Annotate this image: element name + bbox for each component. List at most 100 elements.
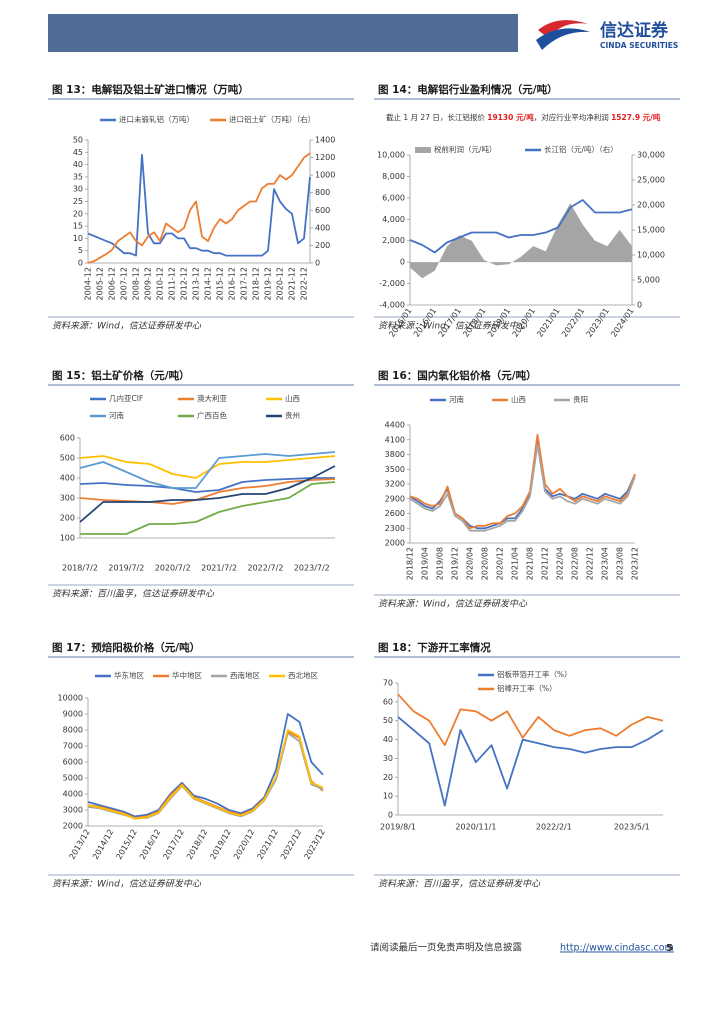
y-tick-label: 6,000 <box>382 193 405 202</box>
line <box>87 729 324 820</box>
logo-swirl-blue <box>536 28 590 50</box>
x-tick-label: 2019/8/1 <box>380 823 416 832</box>
source-note: 资料来源：Wind，信达证券研发中心 <box>378 599 528 610</box>
x-tick-label: 2023/01 <box>585 306 611 338</box>
x-tick-label: 2017-12 <box>240 267 249 300</box>
y-tick-label: 600 <box>60 434 75 443</box>
y-tick-label: 5000 <box>63 774 83 783</box>
y-tick-label: 500 <box>60 454 75 463</box>
y-tick-label: 45 <box>73 148 83 157</box>
y-tick-label: 9000 <box>63 710 83 719</box>
legend-label: 河南 <box>449 394 464 404</box>
y-tick-label: 5 <box>78 246 83 255</box>
x-tick-label: 2016-12 <box>228 267 237 300</box>
x-tick-label: 2019/12 <box>208 828 232 861</box>
legend-label: 山西 <box>511 394 526 404</box>
header-bar <box>48 14 518 52</box>
y-tick-label: 4400 <box>385 421 405 430</box>
y-tick-label: 10 <box>383 792 393 801</box>
figure-caption: 图 18：下游开工率情况 <box>378 641 491 654</box>
figure-caption: 图 15：铝土矿价格（元/吨） <box>52 369 190 382</box>
x-tick-label: 2020/7/2 <box>155 564 191 573</box>
y-tick-label: 3200 <box>385 480 405 489</box>
x-tick-label: 2019/7/2 <box>108 564 144 573</box>
logo-cn: 信达证券 <box>600 20 669 41</box>
line <box>409 443 636 532</box>
x-tick-label: 2020/12 <box>232 828 256 861</box>
x-tick-label: 2021/7/2 <box>201 564 237 573</box>
x-tick-label: 2021-12 <box>288 267 297 300</box>
y-tick-label: 10,000 <box>377 151 405 160</box>
y2-tick-label: 800 <box>315 188 330 197</box>
line <box>87 730 324 819</box>
y2-tick-label: 400 <box>315 223 330 232</box>
source-note: 资料来源：Wind，信达证券研发中心 <box>52 321 202 332</box>
y-tick-label: 60 <box>383 697 393 706</box>
figure-caption: 图 14：电解铝行业盈利情况（元/吨） <box>378 83 558 96</box>
x-tick-label: 2014-12 <box>204 267 213 300</box>
line <box>87 732 324 819</box>
legend-label: 铝板带箔开工率（%） <box>497 669 572 679</box>
line <box>409 433 636 530</box>
y-tick-label: 4,000 <box>382 215 405 224</box>
line <box>80 481 336 535</box>
x-tick-label: 2021/01 <box>535 306 561 338</box>
x-tick-label: 2022/12 <box>586 547 595 580</box>
legend-label: 山西 <box>285 393 300 403</box>
source-note: 资料来源：百川盈孚，信达证券研发中心 <box>52 589 215 600</box>
y-tick-label: 4000 <box>63 790 83 799</box>
y-tick-label: -2,000 <box>379 279 405 288</box>
line <box>87 713 324 818</box>
line <box>409 438 636 530</box>
x-tick-label: 2021/12 <box>541 547 550 580</box>
y-tick-label: 6000 <box>63 758 83 767</box>
y2-tick-label: 1200 <box>315 153 335 162</box>
x-tick-label: 2005-12 <box>96 267 105 300</box>
x-tick-label: 2022/2/1 <box>536 823 572 832</box>
legend-label: 西南地区 <box>230 670 260 680</box>
y2-tick-label: 1000 <box>315 171 335 180</box>
y-tick-label: 2300 <box>385 524 405 533</box>
line <box>87 153 311 257</box>
legend-label: 进口铝土矿（万吨）（右） <box>229 114 315 124</box>
y-tick-label: 40 <box>73 160 83 169</box>
y-tick-label: 35 <box>73 172 83 181</box>
x-tick-label: 2024/01 <box>609 306 635 338</box>
y-tick-label: 50 <box>73 136 83 145</box>
area <box>410 203 632 279</box>
x-tick-label: 2020/11/1 <box>455 823 496 832</box>
x-tick-label: 2019/04 <box>421 547 430 580</box>
y-tick-label: 15 <box>73 222 83 231</box>
annotation-part: 19130 元/吨 <box>487 112 534 122</box>
line <box>87 152 311 264</box>
footer-link[interactable]: http://www.cindasc.com <box>560 943 674 954</box>
y2-tick-label: 25,000 <box>637 176 665 185</box>
line <box>79 455 336 479</box>
x-tick-label: 2022/01 <box>560 306 586 338</box>
y2-tick-label: 20,000 <box>637 201 665 210</box>
x-tick-label: 2010-12 <box>156 267 165 300</box>
line <box>79 478 336 505</box>
y-tick-label: 2000 <box>63 822 83 831</box>
legend-label: 华中地区 <box>172 670 202 680</box>
y2-tick-label: 0 <box>637 301 642 310</box>
x-tick-label: 2018/12 <box>406 547 415 580</box>
y-tick-label: 0 <box>78 259 83 268</box>
x-tick-label: 2018/12 <box>185 828 209 861</box>
x-tick-label: 2023/5/1 <box>614 823 650 832</box>
annotation-part: ，对应行业平均净利润 <box>534 112 611 122</box>
y-tick-label: 2600 <box>385 509 405 518</box>
legend-label: 华东地区 <box>114 670 144 680</box>
line <box>79 451 336 489</box>
x-tick-label: 2022/08 <box>571 547 580 580</box>
x-tick-label: 2013/12 <box>67 828 91 861</box>
y-tick-label: 0 <box>388 811 393 820</box>
x-tick-label: 2020/08 <box>481 547 490 580</box>
x-tick-label: 2011-12 <box>168 267 177 300</box>
figure-caption: 图 17：预焙阳极价格（元/吨） <box>52 641 200 654</box>
y2-tick-label: 200 <box>315 241 330 250</box>
x-tick-label: 2019/12 <box>451 547 460 580</box>
y-tick-label: -4,000 <box>379 301 405 310</box>
logo-en: CINDA SECURITIES <box>600 41 678 50</box>
x-tick-label: 2007-12 <box>120 267 129 300</box>
